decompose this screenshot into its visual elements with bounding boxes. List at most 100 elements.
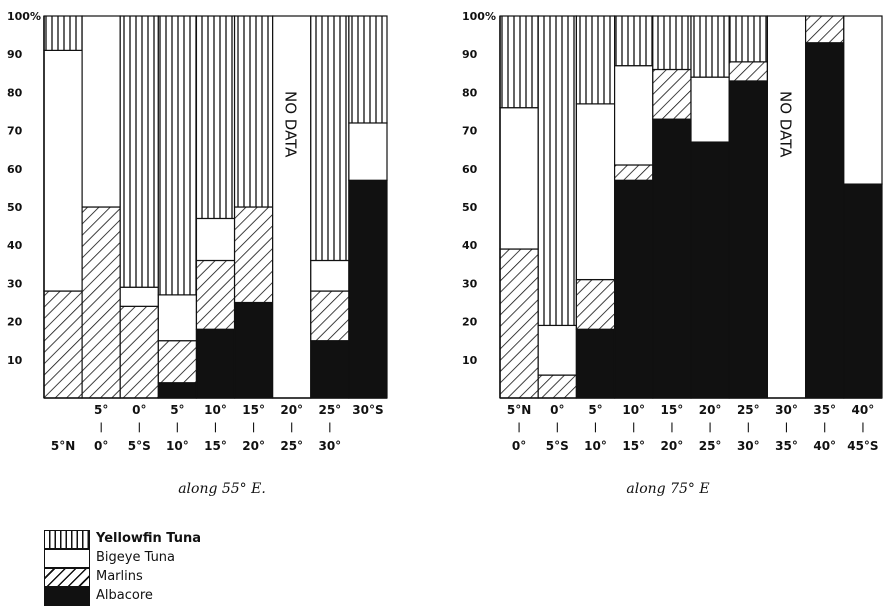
bar-segment-marlins [43, 290, 83, 399]
x-tick-label: | [746, 422, 750, 433]
bar-segment-yellowfin-tuna [233, 15, 274, 208]
bar-segment-marlins [157, 340, 198, 384]
bar-segment-bigeye-tuna [43, 49, 83, 292]
x-tick-label: | [328, 422, 332, 433]
legend-label: Bigeye Tuna [96, 550, 176, 565]
bar-segment-bigeye-tuna [310, 259, 350, 292]
legend-item-bigeye: Bigeye Tuna [44, 549, 304, 568]
legend-label: Yellowfin Tuna [96, 531, 202, 546]
bar-segment-marlins [652, 68, 692, 120]
x-tick-label: | [785, 422, 789, 433]
bar-segment-albacore [728, 80, 769, 399]
bar-segment-bigeye-tuna [499, 107, 539, 250]
y-tick-label: 50 [7, 201, 23, 214]
y-tick-label: 30 [462, 277, 478, 290]
y-tick-label: 40 [462, 239, 478, 252]
x-tick-label: | [176, 422, 180, 433]
bar-segment-albacore [575, 328, 616, 399]
bar-segment-bigeye-tuna [575, 103, 616, 281]
x-tick-label: 10° [584, 439, 607, 453]
bar-segment-yellowfin-tuna [310, 15, 350, 262]
y-tick-label: 60 [462, 163, 478, 176]
x-tick-label: 30°S [352, 403, 383, 417]
x-axis-caption: along 55° E. [178, 481, 266, 497]
x-tick-label: 40° [813, 439, 836, 453]
y-tick-label: 100% [7, 10, 41, 23]
x-tick-label: 25° [737, 403, 760, 417]
bar-segment-marlins [119, 305, 159, 399]
yellowfin-swatch [44, 530, 90, 549]
y-tick-label: 30 [7, 277, 23, 290]
x-tick-label: 0° [132, 403, 146, 417]
legend: Yellowfin Tuna Bigeye Tuna Marlins Albac… [44, 530, 304, 610]
bar-segment-albacore [690, 141, 730, 399]
y-tick-label: 10 [462, 354, 478, 367]
x-tick-label: | [252, 422, 256, 433]
x-tick-label: 15° [622, 439, 645, 453]
bar-segment-marlins [233, 206, 274, 304]
y-tick-label: 20 [7, 316, 23, 329]
legend-label: Marlins [96, 569, 143, 584]
bar-segment-marlins [310, 290, 350, 342]
x-tick-label: 10° [166, 439, 189, 453]
x-tick-label: 20° [699, 403, 722, 417]
chart-along-75e: 10 20 30 40 50 60 70 80 90 100% 5°N | 0° 0° | 5°S 5° | 10°… [462, 10, 883, 497]
bar-segment-bigeye-tuna [613, 65, 654, 166]
bar-segment-bigeye-tuna [157, 294, 198, 342]
bar-segment-marlins [499, 248, 539, 399]
x-tick-label: 10° [204, 403, 227, 417]
bar-segment-marlins [575, 278, 616, 330]
x-tick-label: 20° [661, 439, 684, 453]
x-tick-label: 5°S [128, 439, 151, 453]
y-tick-label: 60 [7, 163, 23, 176]
bar-segment-albacore [843, 183, 883, 399]
x-tick-label: 15° [661, 403, 684, 417]
bar-segment-bigeye-tuna [195, 217, 236, 262]
bar-segment-yellowfin-tuna [499, 15, 539, 109]
bar-segment-marlins [195, 259, 236, 330]
marlins-swatch [44, 568, 90, 587]
bar-segment-albacore [157, 382, 198, 399]
bar-segment-marlins [537, 374, 578, 399]
bar-segment-marlins [804, 15, 845, 44]
x-tick-label: 25° [280, 439, 303, 453]
albacore-swatch [44, 587, 90, 606]
legend-item-yellowfin: Yellowfin Tuna [44, 530, 304, 549]
bar-segment-marlins [613, 164, 654, 181]
x-tick-label: 5°N [51, 439, 75, 453]
no-data-label: NO DATA [282, 91, 300, 158]
bar-segment-yellowfin-tuna [690, 15, 730, 78]
x-tick-label: 35° [813, 403, 836, 417]
x-tick-label: | [594, 422, 598, 433]
x-tick-label: | [555, 422, 559, 433]
bar-segment-yellowfin-tuna [652, 15, 692, 71]
x-tick-label: 30° [318, 439, 341, 453]
y-tick-label: 70 [7, 125, 23, 138]
y-tick-label: 90 [462, 48, 478, 61]
x-tick-label: 20° [280, 403, 303, 417]
x-tick-label: 15° [204, 439, 227, 453]
x-tick-label: 25° [699, 439, 722, 453]
x-tick-label: | [290, 422, 294, 433]
bar-segment-yellowfin-tuna [575, 15, 616, 105]
bar-segment-yellowfin-tuna [613, 15, 654, 67]
x-tick-label: 0° [550, 403, 564, 417]
x-tick-label: | [99, 422, 103, 433]
y-tick-label: 80 [7, 86, 23, 99]
bar-segment-yellowfin-tuna [43, 15, 83, 51]
y-tick-label: 40 [7, 239, 23, 252]
bar-segment-yellowfin-tuna [537, 15, 578, 327]
no-data-label: NO DATA [777, 91, 795, 158]
x-tick-label: 5° [94, 403, 108, 417]
y-tick-label: 100% [462, 10, 496, 23]
bar-segment-albacore [233, 301, 274, 399]
x-tick-label: | [708, 422, 712, 433]
bar-segment-yellowfin-tuna [348, 15, 388, 124]
x-tick-label: | [517, 422, 521, 433]
no-data-column [272, 15, 312, 399]
bar-segment-yellowfin-tuna [195, 15, 236, 220]
x-tick-label: 35° [775, 439, 798, 453]
bar-segment-albacore [348, 179, 388, 399]
x-tick-label: 0° [512, 439, 526, 453]
y-tick-label: 50 [462, 201, 478, 214]
